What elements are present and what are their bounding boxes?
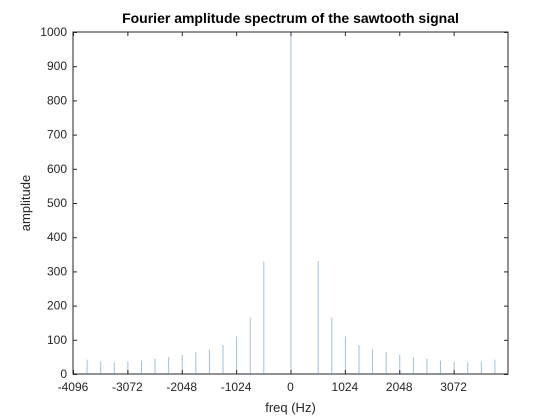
y-tick-label: 200 bbox=[47, 299, 67, 313]
spectrum-bars bbox=[86, 32, 496, 374]
y-axis-ticks: 0 100 200 300 400 500 600 700 800 900 1000 bbox=[40, 25, 508, 381]
y-tick-label: 600 bbox=[47, 162, 67, 176]
y-axis-label: amplitude bbox=[18, 175, 33, 231]
y-tick-label: 0 bbox=[60, 367, 67, 381]
y-tick-label: 500 bbox=[47, 196, 67, 210]
x-tick-label: -2048 bbox=[166, 380, 197, 394]
y-tick-label: 400 bbox=[47, 230, 67, 244]
x-tick-label: -3072 bbox=[112, 380, 143, 394]
x-tick-label: 3072 bbox=[440, 380, 467, 394]
x-axis-label: freq (Hz) bbox=[265, 400, 316, 415]
y-tick-label: 100 bbox=[47, 333, 67, 347]
x-tick-label: 1024 bbox=[332, 380, 359, 394]
x-axis-ticks: -4096 -3072 -2048 -1024 0 1024 2048 3072 bbox=[58, 32, 467, 394]
y-tick-label: 900 bbox=[47, 59, 67, 73]
y-tick-label: 800 bbox=[47, 93, 67, 107]
y-tick-label: 1000 bbox=[40, 25, 67, 39]
x-tick-label: 0 bbox=[287, 380, 294, 394]
x-tick-label: -4096 bbox=[58, 380, 89, 394]
chart-title: Fourier amplitude spectrum of the sawtoo… bbox=[122, 10, 459, 26]
x-tick-label: -1024 bbox=[221, 380, 252, 394]
y-tick-label: 300 bbox=[47, 264, 67, 278]
y-tick-label: 700 bbox=[47, 128, 67, 142]
x-tick-label: 2048 bbox=[386, 380, 413, 394]
